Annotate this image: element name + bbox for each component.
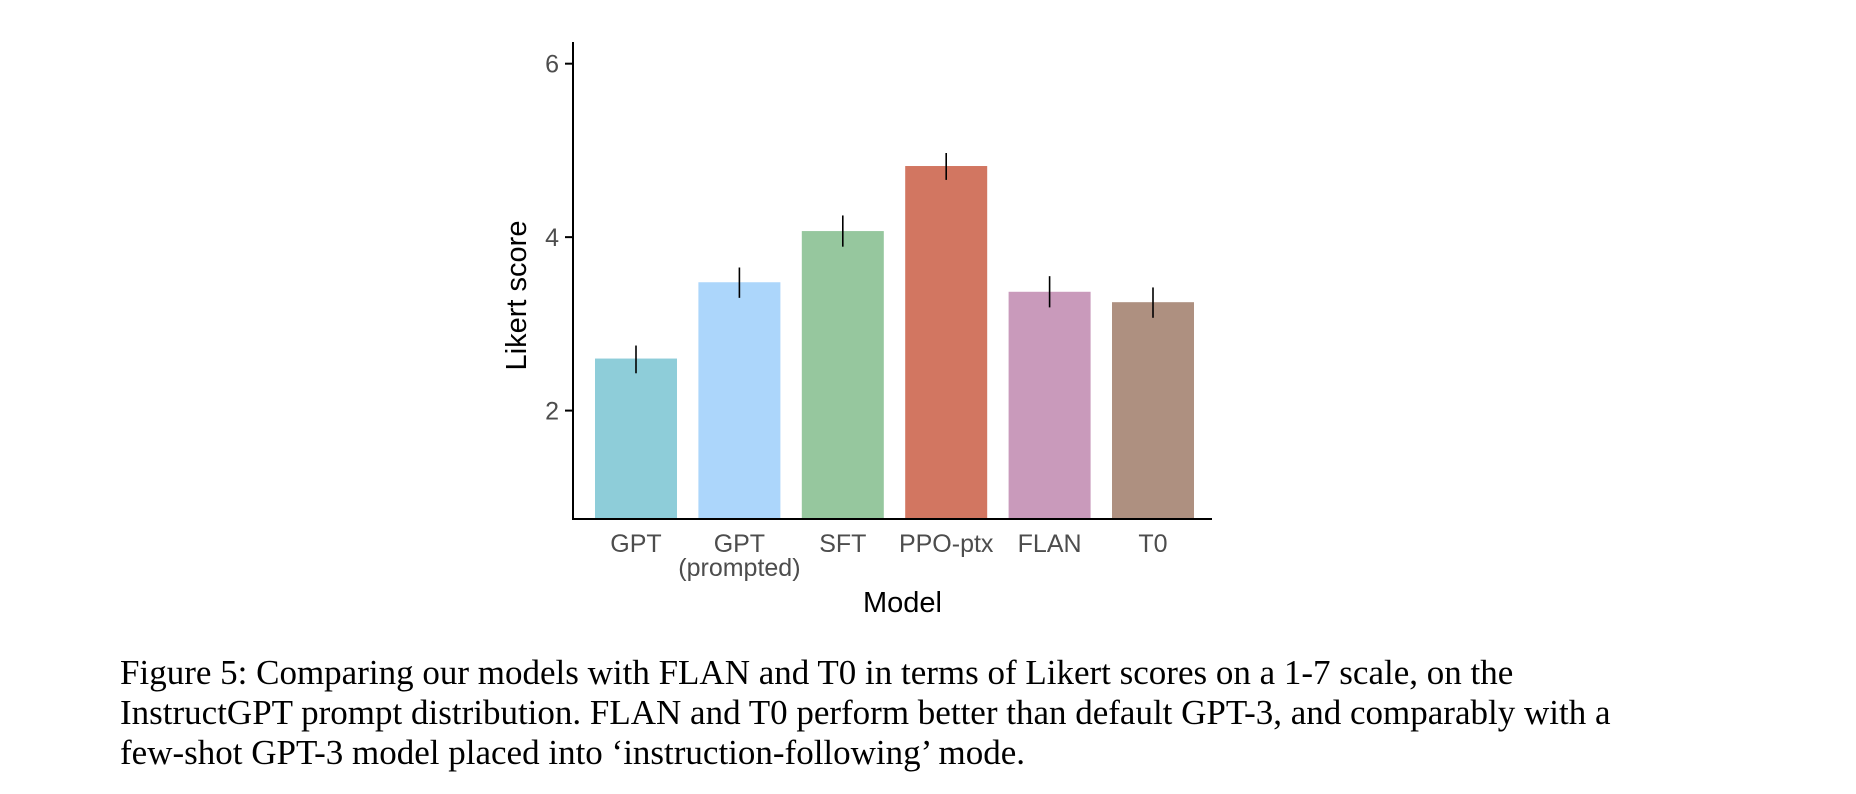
bar-2 (801, 231, 884, 519)
x-axis-title: Model (863, 587, 942, 619)
y-ticks: 2 4 6 (545, 51, 573, 426)
x-tick-label-0: GPT (610, 530, 661, 558)
bar-1 (698, 282, 781, 519)
y-axis-title: Likert score (501, 221, 533, 371)
bars-layer (595, 166, 1194, 519)
x-tick-label-1-line2: (prompted) (678, 554, 800, 582)
y-tick-label-2: 2 (545, 398, 559, 426)
x-tick-label-3: PPO-ptx (899, 530, 994, 558)
y-tick-label-4: 4 (545, 224, 559, 252)
bar-chart: 246 GPT GPT(prompted)SFT PPO-ptx FLAN T0 Mod… (501, 42, 1212, 619)
bar-3 (905, 166, 988, 519)
x-tick-label-4: FLAN (1018, 530, 1082, 558)
x-tick-label-2: SFT (819, 530, 866, 558)
x-tick-label-1: GPT (714, 530, 765, 558)
x-tick-labels: GPT GPT(prompted)SFT PPO-ptx FLAN T0 (610, 530, 1167, 582)
bar-0 (595, 358, 677, 519)
bar-5 (1112, 302, 1194, 519)
y-tick-label-6: 6 (545, 51, 559, 79)
bar-4 (1008, 291, 1091, 519)
x-tick-label-5: T0 (1138, 530, 1167, 558)
error-bars-layer (635, 153, 1154, 374)
figure-caption: Figure 5: Comparing our models with FLAN… (120, 653, 1611, 772)
